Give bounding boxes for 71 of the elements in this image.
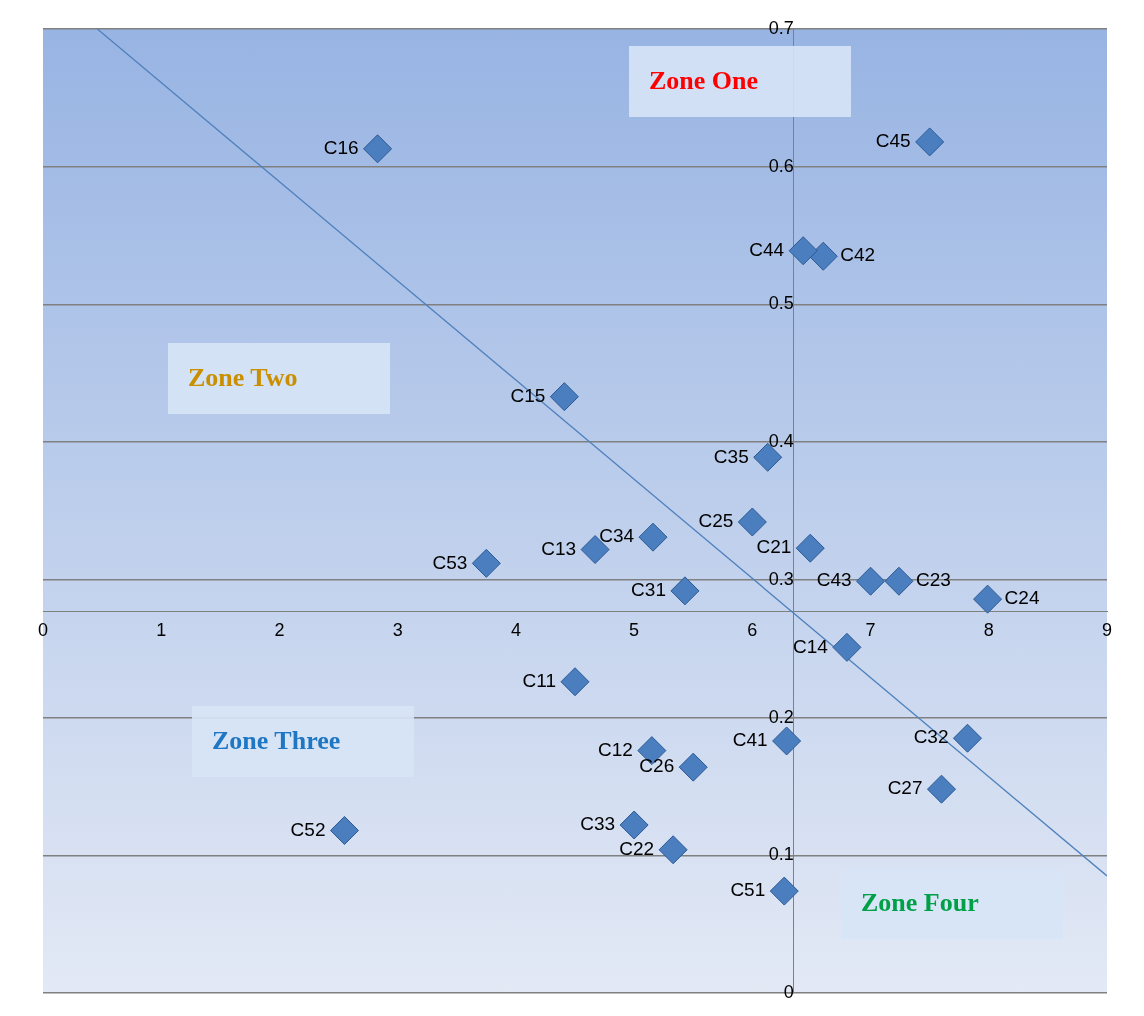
point [329,816,359,845]
series-label: C11 [522,670,557,691]
series-label: C34 [599,525,635,547]
point [808,241,838,271]
series-label: C42 [840,244,876,266]
point [678,752,708,782]
series-label: C52 [290,818,326,840]
series-label: C53 [432,551,468,573]
series-label: C22 [619,838,655,860]
x-tick-label: 7 [865,620,876,641]
y-tick-label: 0.2 [768,706,794,727]
annotation: Zone Two [188,363,298,393]
series-label: C32 [913,726,949,748]
y-tick-label: 0.4 [768,431,794,452]
point [856,566,886,596]
series-label: C21 [756,536,792,558]
point [560,667,590,697]
point [471,548,501,578]
point [926,774,956,804]
y-tick-label: 0.6 [768,155,794,176]
x-tick-label: 5 [629,620,640,641]
series-label: C31 [631,579,666,601]
series-label: C25 [698,510,734,532]
y-tick-label: 0.3 [768,568,794,589]
point [795,533,825,563]
point [363,134,393,164]
x-tick-label: 8 [983,620,994,641]
point [619,810,649,840]
y-tick-label: 0.5 [768,293,794,314]
series-label: C27 [887,777,923,799]
point [788,236,818,266]
point [658,835,688,865]
x-tick-label: 6 [747,620,758,641]
annotation: Zone Four [861,888,979,918]
series-label: C13 [541,537,577,559]
y-tick-label: 0 [783,981,794,1002]
x-tick-label: 1 [156,620,167,641]
point [772,726,802,756]
point [769,876,799,906]
point [953,723,982,753]
series-label: C45 [875,130,911,152]
series-label: C43 [816,569,852,591]
x-tick-label: 4 [510,620,521,641]
point [915,127,945,157]
annotation: Zone One [649,66,759,96]
series-label: C26 [639,755,675,777]
series-label: C44 [749,238,785,260]
series-label: C15 [510,384,546,406]
series-label: C51 [730,879,766,901]
y-tick-label: 0.1 [768,844,794,865]
point [884,566,914,596]
annotation: Zone Three [212,726,341,756]
series-label: C24 [1004,587,1040,609]
y-tick-label: 0.7 [768,17,794,38]
point [973,584,1003,614]
series-label: C35 [713,445,749,467]
series-label: C33 [580,813,616,835]
series-label: C41 [732,729,768,751]
point [549,382,579,412]
point [737,507,767,537]
x-tick-label: 9 [1101,620,1113,641]
series-label: C14 [793,635,829,657]
x-tick-label: 0 [37,620,49,641]
series-label: C16 [323,137,359,159]
point [670,576,700,606]
point [638,522,668,552]
series-label: C23 [915,569,951,591]
x-tick-label: 2 [274,620,285,641]
series-label: C12 [597,738,633,760]
point [832,632,862,662]
x-tick-label: 3 [392,620,403,641]
